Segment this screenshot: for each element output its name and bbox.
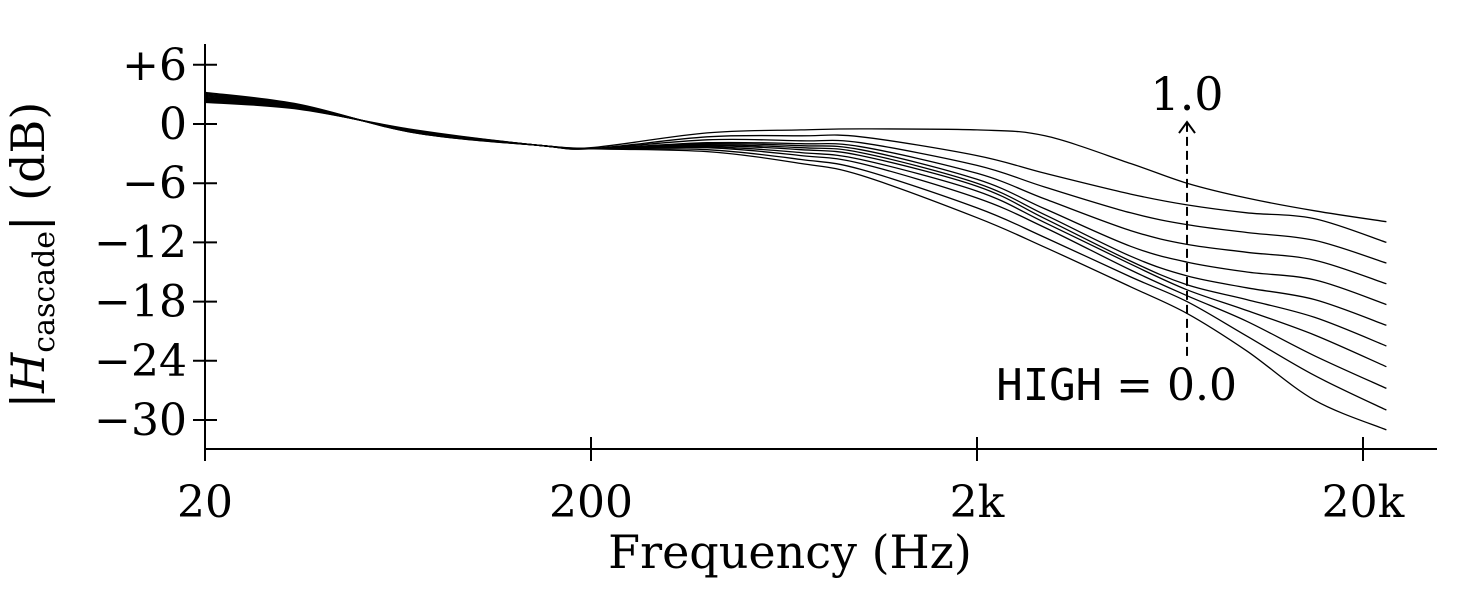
label-high-min: HIGH = 0.0 — [996, 360, 1237, 411]
x-tick-label-2: 2k — [950, 477, 1005, 528]
x-tick-label-0: 20 — [177, 477, 233, 528]
y-axis-label: |Hcascade| (dB) — [1, 102, 62, 409]
series-line-6 — [204, 97, 1387, 306]
series-line-2 — [204, 93, 1387, 389]
y-tick-label-0: +6 — [122, 40, 187, 91]
y-axis-label-tail: | (dB) — [1, 102, 55, 231]
series-line-9 — [204, 100, 1387, 244]
y-tick-label-1: 0 — [159, 99, 187, 150]
x-tick-label-3: 20k — [1322, 477, 1405, 528]
label-high-value: = 0.0 — [1102, 360, 1237, 411]
y-tick-label-3: −12 — [94, 217, 187, 268]
svg-text:|Hcascade| (dB): |Hcascade| (dB) — [1, 102, 62, 409]
y-tick-label-5: −24 — [94, 336, 187, 387]
series-line-7 — [204, 98, 1387, 285]
series-line-4 — [204, 95, 1387, 347]
sweep-arrow-head — [1178, 120, 1196, 134]
y-tick-label-4: −18 — [94, 277, 187, 328]
axes — [204, 44, 1437, 450]
x-tick-label-1: 200 — [549, 477, 633, 528]
label-high-param: HIGH — [996, 360, 1102, 411]
y-axis-label-subscript: cascade — [27, 231, 62, 353]
annotations: 1.0 HIGH = 0.0 — [996, 67, 1237, 411]
response-curves — [204, 91, 1387, 431]
ticks: +6 0 −6 −12 −18 −24 −30 20 200 2k 20k — [94, 40, 1405, 528]
x-axis-label: Frequency (Hz) — [608, 525, 972, 579]
label-high-max: 1.0 — [1150, 67, 1223, 121]
series-line-10 — [204, 101, 1387, 223]
y-tick-label-6: −30 — [94, 395, 187, 446]
y-tick-label-2: −6 — [122, 158, 187, 209]
y-axis-label-main: |H — [1, 352, 55, 408]
